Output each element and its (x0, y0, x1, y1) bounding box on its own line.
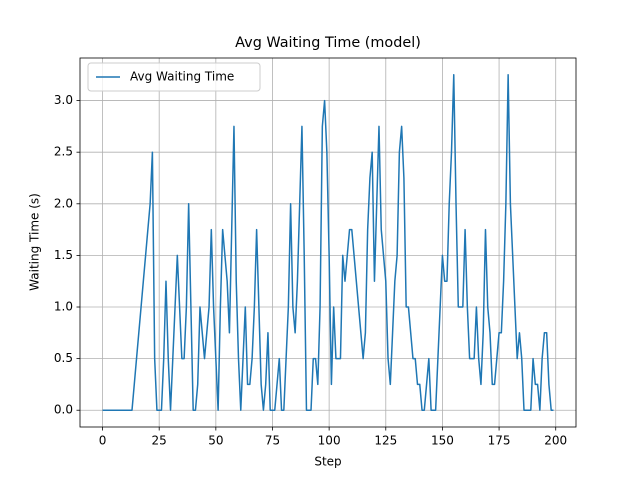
y-tick-label: 1.0 (54, 300, 73, 314)
x-tick-label: 100 (318, 434, 341, 448)
y-tick-label: 0.5 (54, 351, 73, 365)
x-axis-label: Step (314, 455, 341, 469)
x-tick-label: 25 (152, 434, 167, 448)
plot-frame (79, 57, 577, 428)
x-tick-label: 125 (374, 434, 397, 448)
x-tick-label: 175 (488, 434, 511, 448)
chart-title: Avg Waiting Time (model) (235, 35, 421, 51)
x-tick-label: 150 (431, 434, 454, 448)
y-tick-label: 2.5 (54, 145, 73, 159)
x-tick-label: 50 (208, 434, 223, 448)
x-tick-label: 0 (99, 434, 107, 448)
data-line (102, 74, 554, 411)
legend-label: Avg Waiting Time (130, 70, 234, 84)
y-tick-label: 1.5 (54, 248, 73, 262)
y-tick-label: 3.0 (54, 93, 73, 107)
legend-box (87, 62, 261, 92)
x-tick-label: 200 (544, 434, 567, 448)
y-tick-label: 0.0 (54, 403, 73, 417)
x-tick-label: 75 (265, 434, 280, 448)
y-tick-label: 2.0 (54, 196, 73, 210)
y-axis-label: Waiting Time (s) (28, 193, 42, 291)
